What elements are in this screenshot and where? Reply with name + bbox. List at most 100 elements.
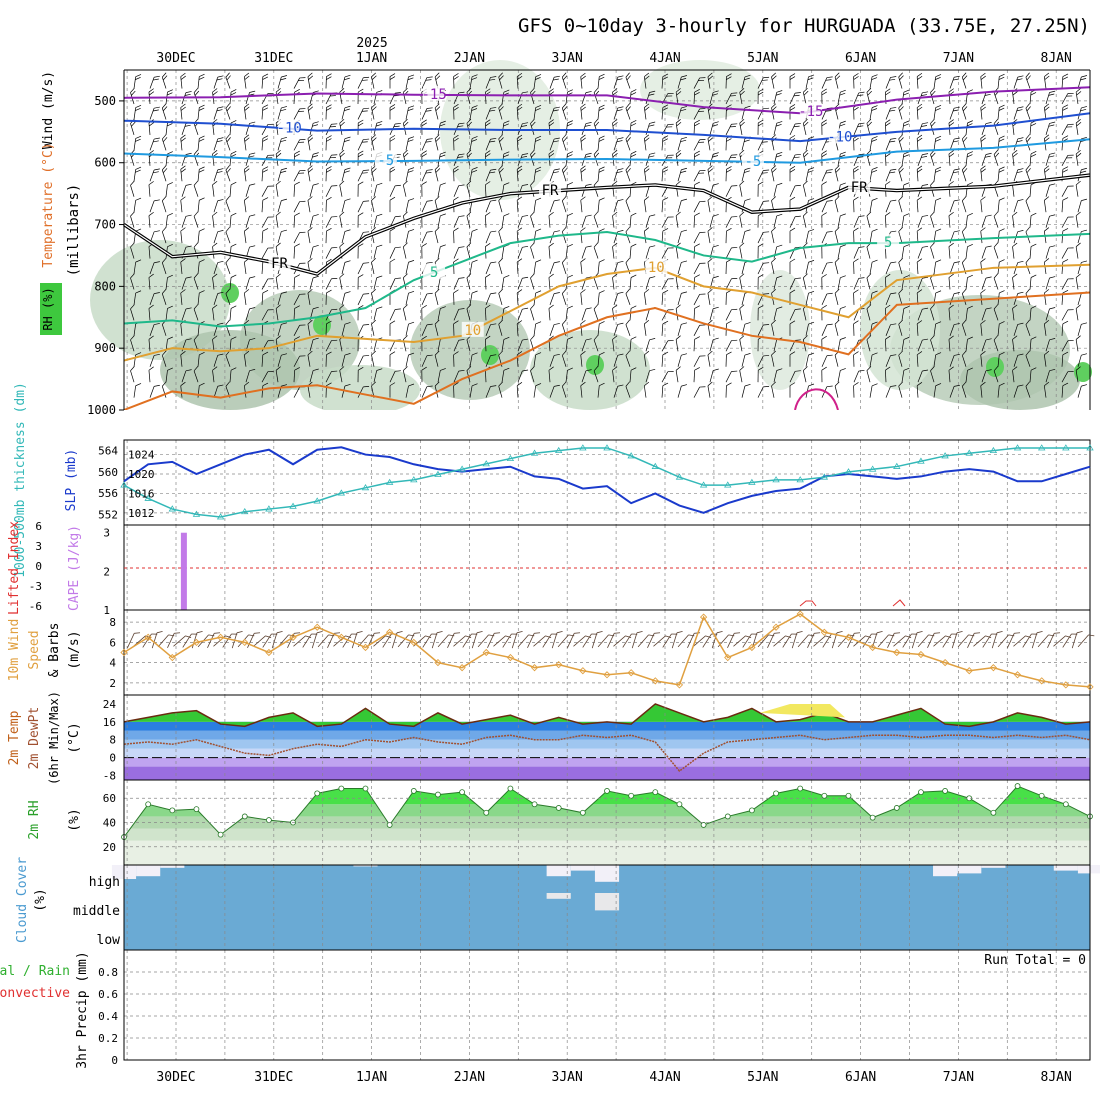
- isotherm-label: 5: [430, 265, 438, 281]
- wind-barb: [853, 277, 865, 290]
- isotherm-label: FR: [851, 180, 868, 196]
- left-tick-label: 556: [98, 487, 118, 500]
- wind-barb: [180, 227, 186, 244]
- wind-barb: [965, 305, 973, 321]
- wind-barb: [533, 197, 542, 213]
- wind-barb: [561, 134, 568, 151]
- wind-barb: [853, 73, 859, 89]
- wind10m-barb: [653, 635, 672, 647]
- wind10m-barb: [727, 632, 741, 648]
- wind-barb: [389, 351, 396, 367]
- wind-barb: [885, 304, 891, 321]
- wind-barb: [373, 182, 383, 197]
- wind-barb: [869, 167, 878, 182]
- wind-barb: [1012, 242, 1018, 259]
- wind-barb: [434, 134, 441, 151]
- wind-barb: [389, 258, 396, 274]
- wind-barb: [453, 277, 465, 290]
- rh-high-patch: [986, 357, 1004, 377]
- wind-barb: [325, 185, 338, 197]
- temp-band: [124, 757, 1090, 767]
- wind-barb: [421, 169, 433, 182]
- wind10m-barb: [502, 633, 518, 648]
- bottom-date-label: 5JAN: [747, 1070, 778, 1085]
- wind-barb: [1075, 242, 1081, 259]
- temp-axis-label: 2m Temp: [7, 710, 22, 765]
- wind-barb: [225, 103, 231, 120]
- wind-barb: [229, 336, 237, 352]
- wind-barb: [1075, 273, 1081, 290]
- wind-barb: [402, 180, 408, 197]
- wind-barb: [1061, 73, 1069, 89]
- wind-barb: [293, 108, 306, 120]
- wind10m-barb: [151, 631, 163, 649]
- rh-shading: [160, 330, 300, 410]
- wind-barb: [739, 242, 745, 259]
- wind-barb: [277, 291, 288, 306]
- li-tick-label: 0: [35, 560, 42, 573]
- wind-barb: [661, 351, 669, 367]
- wind-barb: [161, 72, 168, 89]
- wind-barb: [293, 231, 306, 244]
- wind-barb: [307, 103, 314, 120]
- wind-barb: [1012, 150, 1018, 166]
- wind-barb: [402, 242, 408, 259]
- wind-barb: [771, 227, 777, 244]
- wind10m-barb: [557, 634, 575, 648]
- wind-barb: [643, 72, 650, 89]
- wind-barb: [901, 89, 910, 105]
- wind-barb: [1075, 211, 1081, 228]
- wind-barb: [148, 273, 154, 290]
- rh-point: [676, 801, 683, 808]
- wind-barb: [1075, 366, 1081, 383]
- wind-barb: [675, 366, 681, 383]
- ytick-label: -8: [103, 770, 116, 783]
- wind-barb: [516, 382, 523, 398]
- rh-point: [749, 807, 755, 814]
- wind-barb: [643, 350, 650, 367]
- wind10m-barb: [911, 631, 923, 649]
- wind-barb: [193, 366, 199, 383]
- wind-barb: [533, 166, 542, 182]
- wind-barb: [548, 242, 554, 259]
- wind-barb: [789, 370, 801, 383]
- wind-barb: [434, 227, 440, 244]
- wind-barb: [485, 212, 491, 228]
- wind-barb: [293, 170, 306, 182]
- year-label: 2025: [356, 36, 387, 51]
- wind-barb: [741, 198, 751, 213]
- wind-barb: [916, 134, 923, 151]
- wind-barb: [485, 261, 497, 275]
- temp2m-panel: -8 0 8 16 24 2m Temp 2m DewPt (6hr Min/Max) (°C): [7, 691, 1091, 785]
- wind-barb: [133, 104, 142, 120]
- wind-barb: [1077, 353, 1088, 367]
- wind-barb: [243, 72, 250, 89]
- wind-barb: [165, 213, 173, 228]
- wind-barb: [357, 212, 364, 228]
- rh-point: [990, 809, 997, 816]
- wind-barb: [1013, 353, 1024, 367]
- wind-barb: [949, 106, 960, 120]
- wind-barb: [309, 152, 319, 166]
- wind-barb: [739, 180, 745, 197]
- rh-point: [193, 806, 200, 813]
- wind10m-barb: [1062, 633, 1078, 648]
- rh-point: [531, 801, 538, 808]
- wind-barb: [161, 381, 167, 398]
- rh-axis-label: 2m RH: [27, 800, 42, 839]
- wind-barb: [325, 278, 338, 290]
- wind10m-barb: [773, 635, 792, 647]
- wind-barb: [180, 103, 186, 120]
- wind-barb: [834, 165, 841, 182]
- wind-barb: [916, 320, 923, 336]
- wind-barb: [993, 273, 999, 290]
- wind-barb: [1077, 384, 1088, 398]
- wind-barb: [789, 308, 801, 321]
- wind-barb: [309, 121, 319, 135]
- wind-barb: [821, 261, 833, 275]
- wind-barb: [821, 200, 833, 213]
- bottom-date-label: 3JAN: [552, 1070, 583, 1085]
- wind-barb: [1025, 319, 1031, 336]
- wind-barb: [757, 305, 764, 321]
